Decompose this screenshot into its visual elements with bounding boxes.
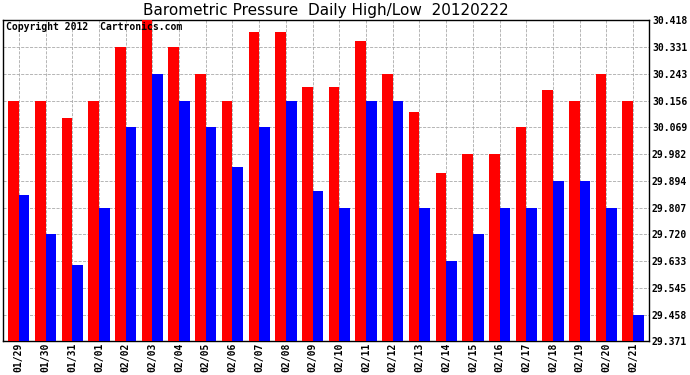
Bar xyxy=(99,208,110,342)
Text: Copyright 2012  Cartronics.com: Copyright 2012 Cartronics.com xyxy=(6,22,182,32)
Bar xyxy=(248,32,259,342)
Bar xyxy=(286,101,297,342)
Bar xyxy=(607,208,617,342)
Bar xyxy=(34,101,46,342)
Bar xyxy=(141,20,152,342)
Bar xyxy=(569,101,580,342)
Bar xyxy=(408,112,420,342)
Bar xyxy=(88,101,99,342)
Bar xyxy=(393,101,404,342)
Bar xyxy=(195,74,206,342)
Bar xyxy=(595,74,607,342)
Bar xyxy=(221,101,233,342)
Bar xyxy=(313,192,324,342)
Bar xyxy=(46,234,56,342)
Bar xyxy=(382,74,393,342)
Bar xyxy=(500,208,511,342)
Bar xyxy=(275,32,286,342)
Bar xyxy=(366,101,377,342)
Bar xyxy=(339,208,350,342)
Bar xyxy=(489,154,500,342)
Bar xyxy=(233,167,243,342)
Bar xyxy=(473,234,484,342)
Bar xyxy=(179,101,190,342)
Bar xyxy=(526,208,537,342)
Bar xyxy=(206,128,217,342)
Bar xyxy=(259,128,270,342)
Bar xyxy=(446,261,457,342)
Title: Barometric Pressure  Daily High/Low  20120222: Barometric Pressure Daily High/Low 20120… xyxy=(143,3,509,18)
Bar xyxy=(8,101,19,342)
Bar xyxy=(633,315,644,342)
Bar xyxy=(115,47,126,342)
Bar xyxy=(580,181,591,342)
Bar xyxy=(72,265,83,342)
Bar xyxy=(462,154,473,342)
Bar xyxy=(61,118,72,342)
Bar xyxy=(515,128,526,342)
Bar xyxy=(420,208,430,342)
Bar xyxy=(542,90,553,342)
Bar xyxy=(355,41,366,342)
Bar xyxy=(19,195,30,342)
Bar xyxy=(168,47,179,342)
Bar xyxy=(328,87,339,342)
Bar xyxy=(553,181,564,342)
Bar xyxy=(435,173,446,342)
Bar xyxy=(152,74,163,342)
Bar xyxy=(126,128,137,342)
Bar xyxy=(622,101,633,342)
Bar xyxy=(302,87,313,342)
